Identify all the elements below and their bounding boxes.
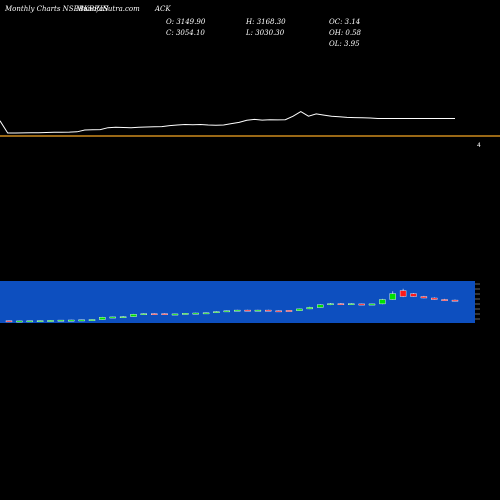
candle-body (389, 293, 396, 300)
candle-body (223, 310, 231, 313)
candle-body (296, 308, 303, 311)
axis-ticks: 4 (475, 142, 481, 320)
candle-body (317, 304, 324, 308)
candle-body (16, 320, 23, 323)
candle-body (36, 320, 44, 323)
candle-body (150, 313, 158, 316)
symbol-label: ACK (155, 5, 171, 13)
candle-body (140, 313, 148, 316)
candle-body (99, 317, 106, 320)
candle-body (119, 316, 127, 319)
candle-body (275, 310, 282, 313)
ol-value: OL: 3.95 (329, 40, 360, 48)
price-line (0, 111, 455, 134)
candle-body (368, 303, 376, 306)
candle-body (254, 309, 262, 312)
candle-body (348, 303, 355, 306)
chart-source: Monthly Charts NSEBKBP.IN (5, 5, 109, 13)
candle-body (265, 309, 272, 312)
candle-body (202, 312, 210, 315)
candle-body (233, 309, 241, 312)
candle-body (57, 319, 65, 322)
candle-body (358, 303, 365, 306)
candle-body (88, 319, 96, 321)
candle-body (399, 290, 407, 297)
candle-body (67, 319, 75, 322)
high-value: H: 3168.30 (246, 18, 286, 26)
candle-body (171, 313, 179, 316)
candle-body (192, 312, 199, 315)
candle-body (244, 309, 251, 312)
candle-body (78, 319, 85, 322)
candle-body (441, 299, 448, 301)
candle-body (420, 296, 428, 299)
oh-value: OH: 0.58 (329, 29, 362, 37)
candle-body (306, 307, 313, 310)
candle-body (327, 303, 334, 306)
candles (5, 288, 459, 323)
candle-body (47, 320, 54, 322)
candle-body (161, 313, 168, 316)
candle-body (26, 320, 33, 323)
candle-body (109, 316, 116, 319)
candle-body (451, 299, 459, 302)
candle-body (182, 313, 189, 315)
candle-body (431, 297, 438, 300)
oc-value: OC: 3.14 (329, 18, 361, 26)
candle-panel-background (0, 281, 475, 323)
candle-body (379, 299, 386, 305)
candle-body (5, 320, 13, 323)
candle-body (410, 293, 417, 297)
candle-body (337, 303, 345, 306)
tick-label: 4 (477, 142, 481, 149)
close-value: C: 3054.10 (166, 29, 205, 37)
source-overlay: MunafaSutra.com (76, 5, 140, 13)
candle-body (213, 311, 220, 314)
candle-body (130, 314, 137, 317)
open-value: O: 3149.90 (166, 18, 206, 26)
candle-body (285, 310, 293, 312)
low-value: L: 3030.30 (246, 29, 285, 37)
